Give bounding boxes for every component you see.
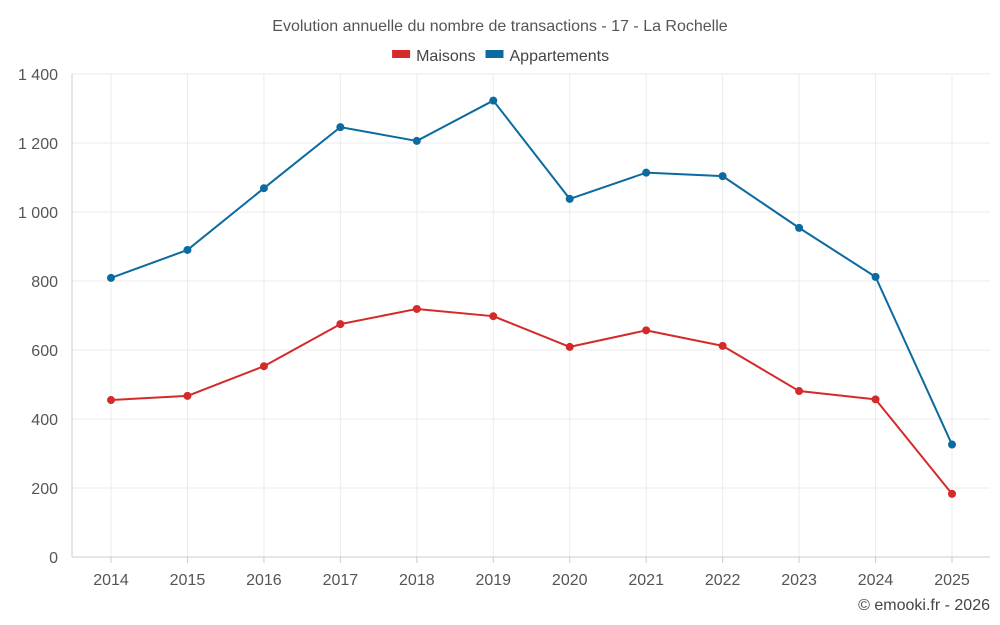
legend-label-appartements: Appartements (510, 48, 610, 65)
y-tick-label: 0 (49, 550, 58, 567)
y-tick-label: 200 (31, 481, 58, 498)
x-tick-label: 2024 (858, 572, 894, 589)
data-point-maisons[interactable] (412, 304, 421, 313)
data-point-maisons[interactable] (565, 342, 574, 351)
data-point-appartements[interactable] (412, 136, 421, 145)
series-layer (107, 96, 956, 498)
grid (71, 73, 990, 558)
x-tick-label: 2016 (246, 572, 282, 589)
data-point-maisons[interactable] (795, 387, 804, 396)
data-point-appartements[interactable] (642, 168, 651, 177)
data-point-maisons[interactable] (107, 396, 115, 405)
x-tick-label: 2017 (323, 572, 359, 589)
x-tick-label: 2015 (170, 572, 206, 589)
x-tick-label: 2025 (934, 572, 970, 589)
x-tick-label: 2014 (93, 572, 129, 589)
data-point-appartements[interactable] (107, 273, 115, 282)
y-tick-label: 1 400 (18, 67, 58, 84)
chart-title: Evolution annuelle du nombre de transact… (272, 18, 727, 35)
data-point-maisons[interactable] (871, 395, 880, 404)
data-point-maisons[interactable] (183, 391, 192, 400)
legend-swatch-maisons (392, 50, 411, 58)
x-axis: 2014 2015 2016 2017 2018 2019 2020 2021 2022 2023… (93, 557, 970, 589)
y-tick-label: 800 (31, 274, 58, 291)
y-axis: 0 200 400 600 800 1 000 1 200 1 400 (18, 67, 58, 567)
series-line-maisons (110, 307, 953, 495)
x-tick-label: 2022 (705, 572, 741, 589)
data-point-maisons[interactable] (259, 362, 268, 371)
y-tick-label: 1 200 (18, 136, 58, 153)
data-point-maisons[interactable] (718, 341, 727, 350)
credit-text: © emooki.fr - 2026 (858, 597, 990, 614)
x-tick-label: 2021 (628, 572, 664, 589)
y-tick-label: 400 (31, 412, 58, 429)
data-point-appartements[interactable] (795, 223, 804, 232)
legend-item-appartements[interactable]: Appartements (485, 48, 610, 65)
data-point-appartements[interactable] (948, 440, 956, 449)
data-point-appartements[interactable] (718, 172, 727, 181)
x-tick-label: 2018 (399, 572, 435, 589)
legend: Maisons Appartements (392, 48, 609, 65)
data-point-maisons[interactable] (489, 312, 498, 321)
legend-label-maisons: Maisons (416, 48, 476, 65)
data-point-appartements[interactable] (565, 194, 574, 203)
legend-swatch-appartements (485, 50, 504, 58)
data-point-maisons[interactable] (948, 489, 956, 498)
x-tick-label: 2020 (552, 572, 588, 589)
y-tick-label: 600 (31, 343, 58, 360)
data-point-appartements[interactable] (259, 184, 268, 193)
x-tick-label: 2019 (475, 572, 511, 589)
data-point-appartements[interactable] (183, 245, 192, 254)
data-point-maisons[interactable] (336, 320, 345, 329)
data-point-appartements[interactable] (336, 123, 345, 132)
data-point-appartements[interactable] (871, 272, 880, 281)
series-line-appartements (110, 99, 953, 445)
data-point-appartements[interactable] (489, 96, 498, 105)
legend-item-maisons[interactable]: Maisons (392, 48, 476, 65)
x-tick-label: 2023 (781, 572, 817, 589)
y-tick-label: 1 000 (18, 205, 58, 222)
data-point-maisons[interactable] (642, 326, 651, 335)
